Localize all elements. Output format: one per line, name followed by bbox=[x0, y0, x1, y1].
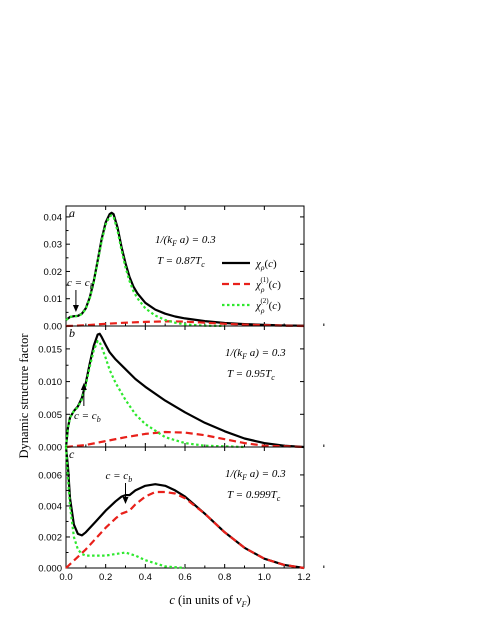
y-tick-label: 0.03 bbox=[44, 240, 63, 251]
y-tick-label: 0.006 bbox=[38, 470, 62, 481]
marker-label: c = cb bbox=[106, 470, 133, 484]
marker-label: c = cb bbox=[67, 277, 94, 291]
panel-b: 0.000 0.005 0.010 0.015 b 1/(kF a) = 0.3 T = 0… bbox=[38, 325, 325, 454]
series-line-total bbox=[64, 446, 305, 570]
y-tick-label: 0.005 bbox=[38, 410, 62, 421]
panels-group: 0.00 0.01 0.02 0.03 0.04 a 1/(kF a) = 0.3 T = 0… bbox=[38, 205, 325, 583]
y-tick-label: 0.015 bbox=[38, 344, 62, 355]
x-tick-label: 1.2 bbox=[297, 572, 310, 583]
y-tick-label: 0.000 bbox=[38, 564, 62, 575]
marker-arrow-head bbox=[122, 497, 129, 504]
legend-label-chi2: χρ(2)(c) bbox=[255, 297, 281, 315]
legend-label-chi1: χρ(1)(c) bbox=[255, 276, 281, 294]
x-tick-label: 0.8 bbox=[218, 572, 231, 583]
x-tick-label: 0.4 bbox=[139, 572, 152, 583]
panel-frame bbox=[65, 446, 305, 569]
series-line-chi2 bbox=[65, 214, 225, 328]
y-tick-label: 0.004 bbox=[38, 501, 62, 512]
x-tick-label: 0.6 bbox=[178, 572, 191, 583]
param-temperature: T = 0.95Tc bbox=[227, 368, 275, 382]
y-tick-label: 0.02 bbox=[44, 267, 63, 278]
param-coupling: 1/(kF a) = 0.3 bbox=[225, 347, 286, 361]
y-tick-label: 0.010 bbox=[38, 377, 62, 388]
series-line-chi2 bbox=[64, 446, 186, 570]
panel-letter: b bbox=[69, 326, 75, 340]
marker-label: c = cb bbox=[74, 410, 101, 424]
param-coupling: 1/(kF a) = 0.3 bbox=[225, 468, 286, 482]
series-line-chi1 bbox=[65, 320, 305, 328]
y-tick-label: 0.00 bbox=[44, 322, 63, 333]
legend-label-total: χρ(c) bbox=[255, 258, 277, 272]
param-temperature: T = 0.87Tc bbox=[157, 255, 205, 269]
x-tick-label: 1.0 bbox=[258, 572, 271, 583]
marker-arrow-head bbox=[80, 383, 87, 390]
panel-a: 0.00 0.01 0.02 0.03 0.04 a 1/(kF a) = 0.3 T = 0… bbox=[44, 205, 325, 333]
x-tick-label: 0.2 bbox=[99, 572, 112, 583]
y-axis-label: Dynamic structure factor bbox=[17, 333, 31, 459]
series-line-chi1 bbox=[65, 490, 305, 570]
param-coupling: 1/(kF a) = 0.3 bbox=[155, 234, 216, 248]
x-axis-label: c (in units of vF) bbox=[169, 593, 250, 609]
panel-letter: c bbox=[69, 447, 75, 461]
series-line-chi2 bbox=[64, 339, 245, 449]
x-tick-label: 0.0 bbox=[59, 572, 72, 583]
y-tick-label: 0.01 bbox=[44, 294, 63, 305]
series-line-chi1 bbox=[65, 430, 305, 449]
marker-arrow-head bbox=[72, 305, 79, 312]
panel-frame bbox=[65, 325, 305, 448]
y-tick-label: 0.000 bbox=[38, 443, 62, 454]
y-tick-label: 0.04 bbox=[44, 212, 63, 223]
panel-letter: a bbox=[69, 206, 75, 220]
panel-c: 0.000 0.002 0.004 0.006 0.0 0.2 0.4 0.6 0.8 1.0 1.… bbox=[38, 446, 325, 583]
param-temperature: T = 0.999Tc bbox=[227, 489, 281, 503]
y-tick-label: 0.002 bbox=[38, 532, 62, 543]
legend: χρ(c) χρ(1)(c) χρ(2)(c) bbox=[222, 258, 281, 315]
